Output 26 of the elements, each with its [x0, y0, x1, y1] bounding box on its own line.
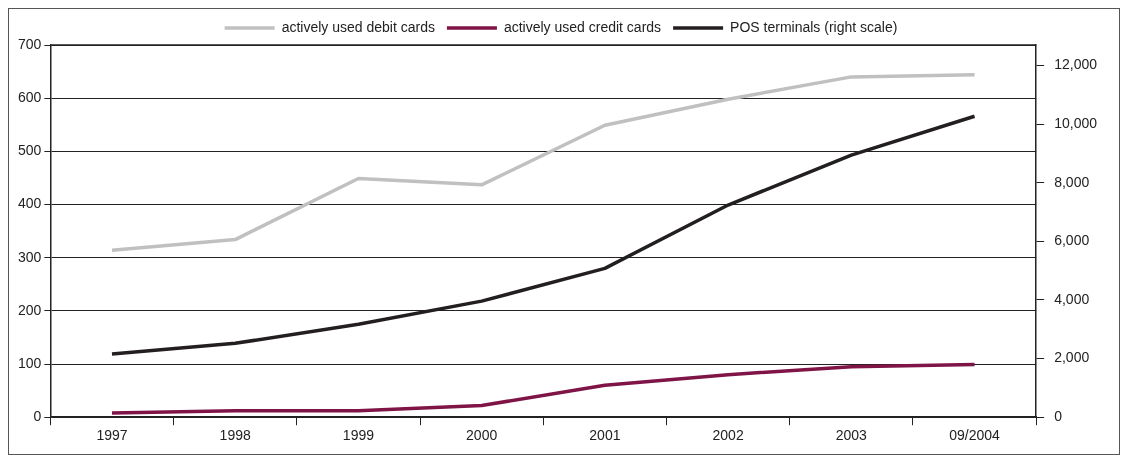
y-tick-label: 500 [18, 142, 42, 159]
x-tick-label: 2003 [835, 427, 868, 444]
x-tick-label: 1997 [96, 427, 128, 444]
legend-label: POS terminals (right scale) [730, 18, 898, 35]
y-tick-label: 300 [18, 248, 42, 265]
x-tick-label: 2001 [589, 427, 621, 444]
y2-tick-label: 10,000 [1054, 114, 1098, 131]
y-tick-label: 400 [18, 195, 42, 212]
x-tick-label: 1999 [342, 427, 375, 444]
y2-tick-label: 8,000 [1054, 173, 1090, 190]
y2-tick-label: 0 [1054, 408, 1063, 425]
x-tick-label: 2000 [466, 427, 498, 444]
y-tick-label: 600 [18, 89, 42, 106]
y2-tick-label: 6,000 [1054, 232, 1090, 249]
y-tick-label: 100 [18, 354, 42, 371]
y-tick-label: 200 [18, 301, 42, 318]
x-tick-label: 09/2004 [949, 427, 1001, 444]
y2-tick-label: 2,000 [1054, 349, 1090, 366]
y2-tick-label: 12,000 [1054, 56, 1098, 73]
y2-tick-label: 4,000 [1054, 290, 1090, 307]
y-tick-label: 0 [33, 408, 42, 425]
legend-label: actively used credit cards [503, 18, 662, 35]
x-tick-label: 1998 [219, 427, 251, 444]
y-tick-label: 700 [18, 35, 42, 52]
x-tick-label: 2002 [712, 427, 744, 444]
legend-label: actively used debit cards [281, 18, 435, 35]
